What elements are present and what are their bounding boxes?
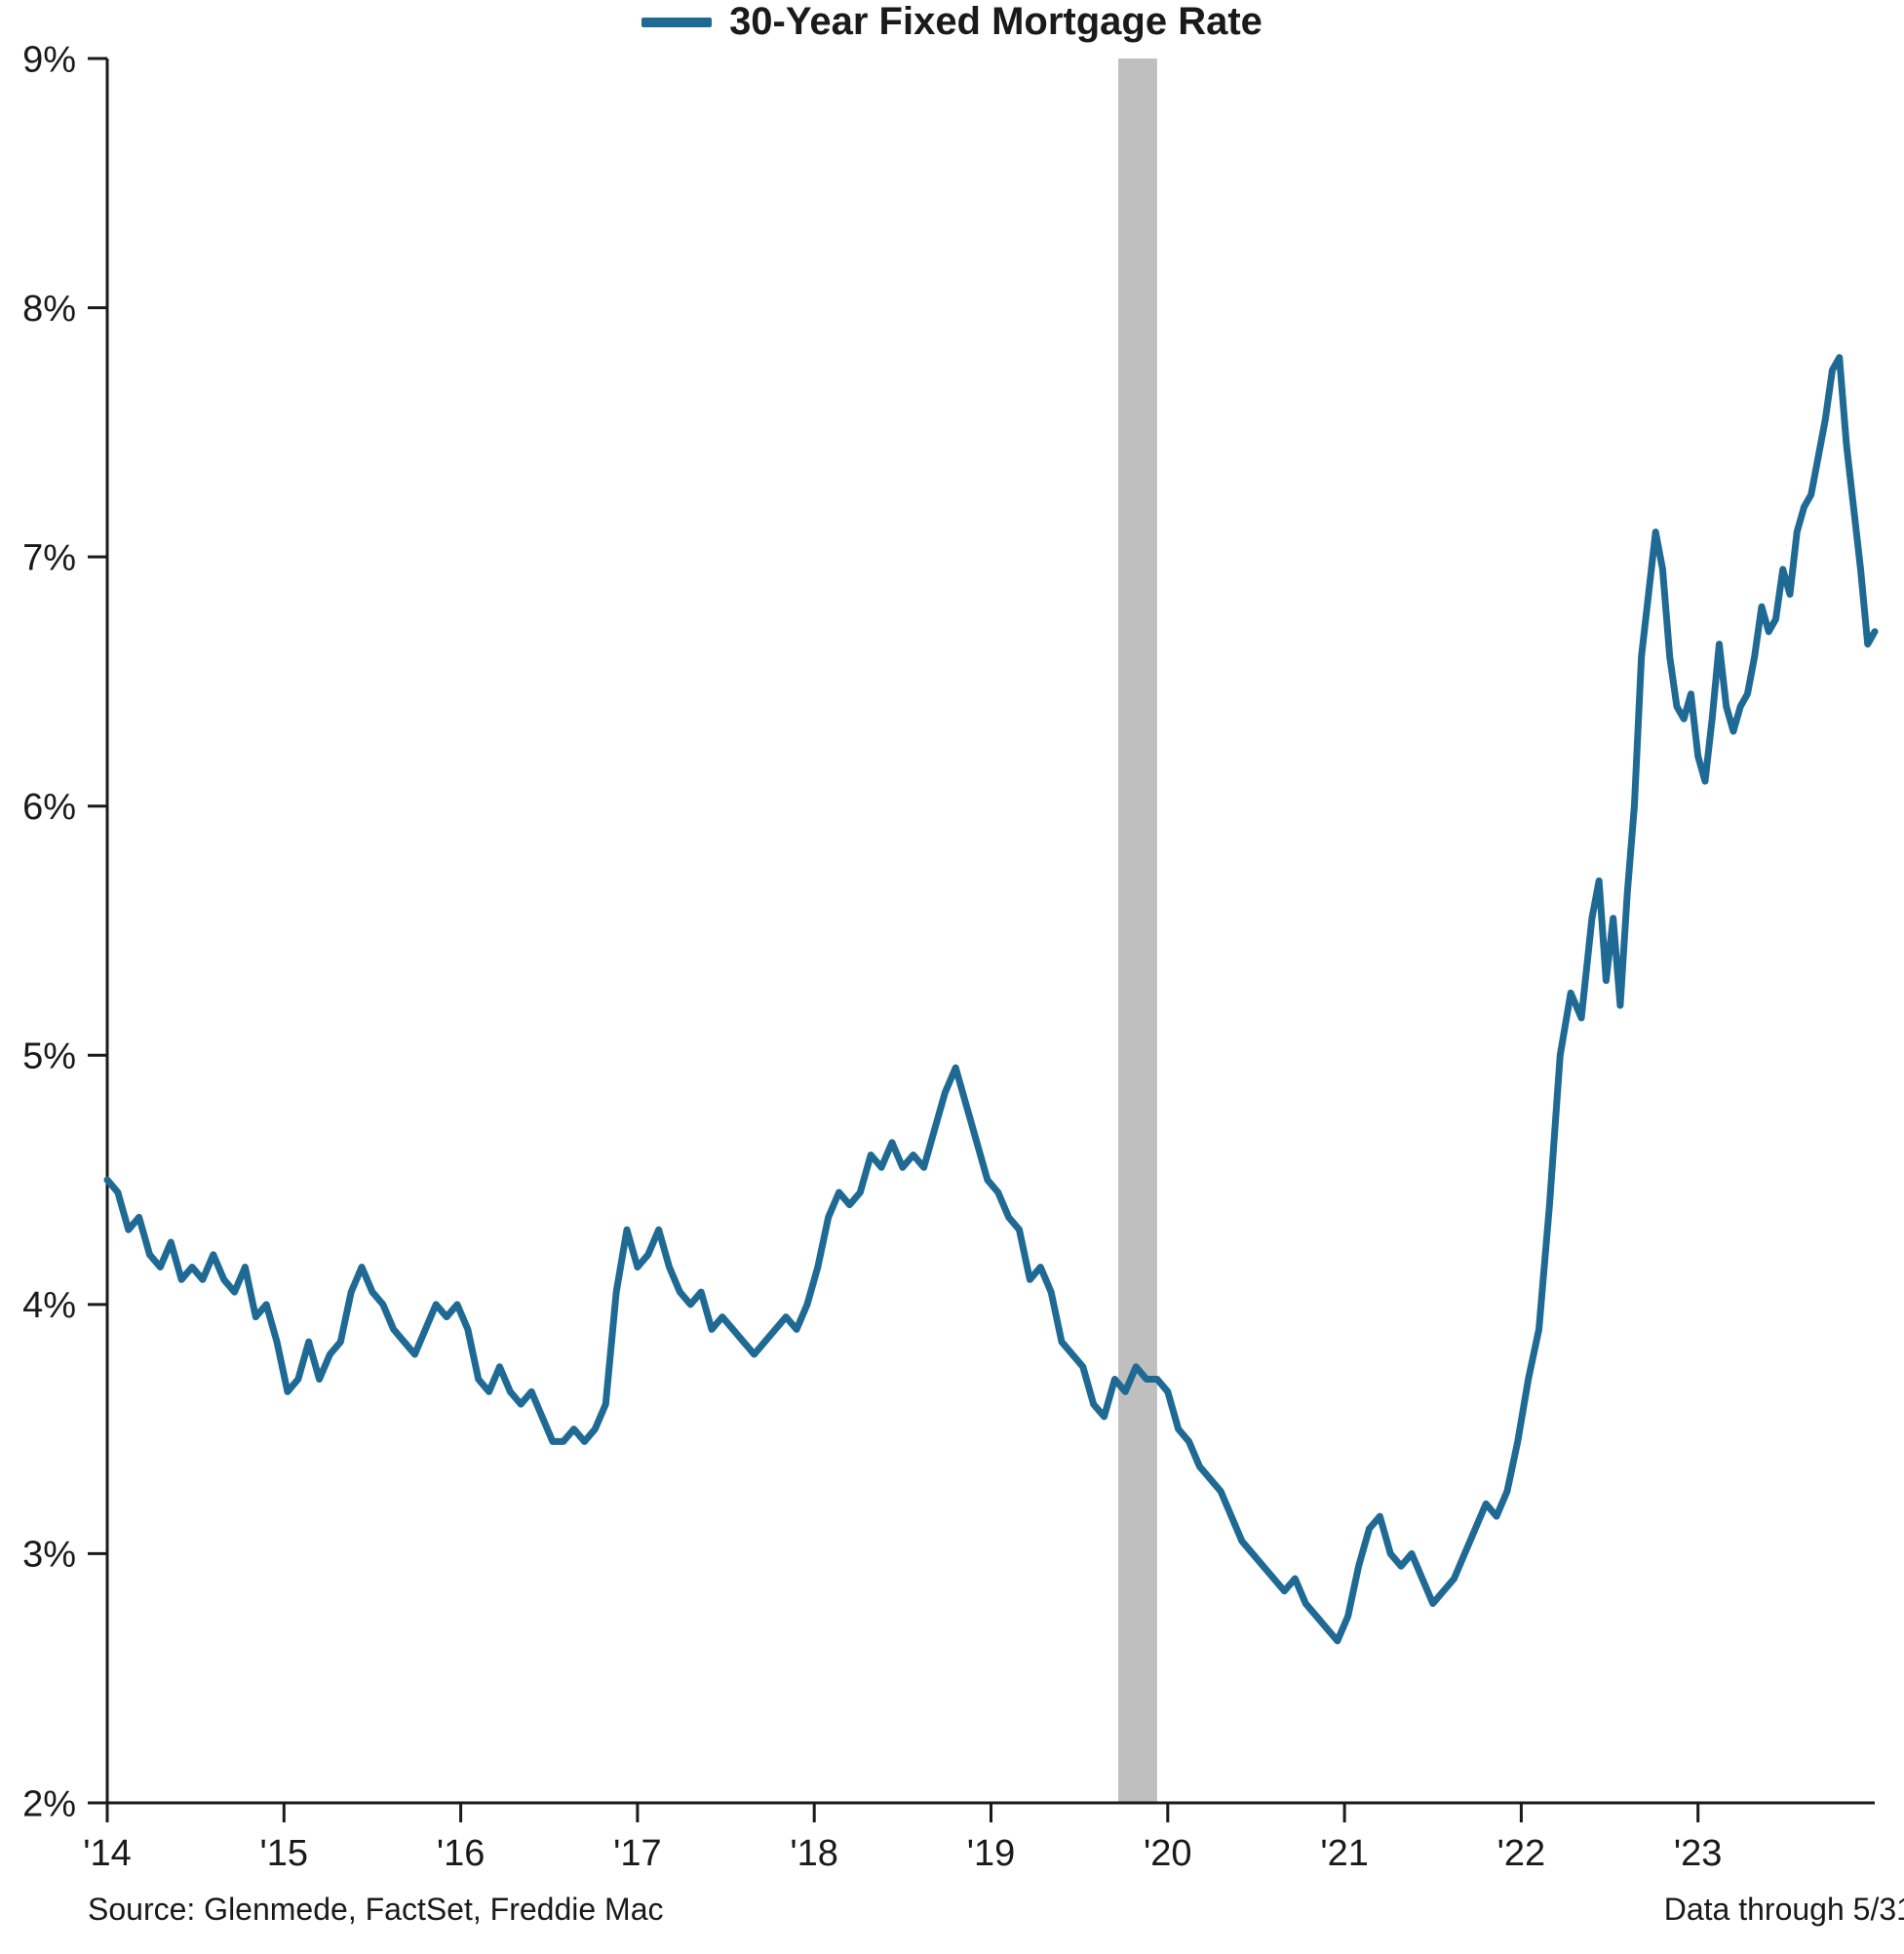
- chart-svg: '14 '15 '16 '17 '18 '19 '20 '21 '22 '23 2% 3% 4% 5% 6%…: [0, 0, 1904, 1949]
- x-tick-label: '20: [1144, 1833, 1192, 1874]
- y-tick-label: 3%: [22, 1535, 76, 1576]
- y-tick-label: 4%: [22, 1285, 76, 1326]
- legend-label: 30-Year Fixed Mortgage Rate: [729, 0, 1263, 44]
- legend-swatch: [641, 18, 712, 27]
- mortgage-rate-line: [107, 358, 1875, 1641]
- x-tick-label: '15: [260, 1833, 309, 1874]
- x-tick-label: '21: [1320, 1833, 1369, 1874]
- chart-footer: Source: Glenmede, FactSet, Freddie Mac D…: [0, 1892, 1904, 1928]
- x-tick-label: '23: [1674, 1833, 1723, 1874]
- source-text: Source: Glenmede, FactSet, Freddie Mac: [88, 1892, 663, 1928]
- x-tick-label: '17: [613, 1833, 662, 1874]
- recession-band: [1118, 59, 1157, 1803]
- y-tick-label: 9%: [22, 39, 76, 80]
- x-tick-label: '22: [1497, 1833, 1546, 1874]
- chart-legend: 30-Year Fixed Mortgage Rate: [0, 0, 1904, 44]
- x-tick-label: '18: [790, 1833, 838, 1874]
- y-tick-label: 7%: [22, 537, 76, 578]
- y-tick-label: 5%: [22, 1036, 76, 1077]
- y-tick-label: 2%: [22, 1783, 76, 1824]
- legend-item: 30-Year Fixed Mortgage Rate: [641, 0, 1263, 44]
- y-tick-label: 6%: [22, 787, 76, 828]
- x-tick-label: '16: [437, 1833, 486, 1874]
- mortgage-rate-chart: 30-Year Fixed Mortgage Rate '14 '15 '16 '17…: [0, 0, 1904, 1949]
- x-tick-label: '19: [967, 1833, 1016, 1874]
- data-through-text: Data through 5/31/2024: [1664, 1892, 1904, 1928]
- x-tick-label: '14: [83, 1833, 132, 1874]
- y-tick-label: 8%: [22, 289, 76, 330]
